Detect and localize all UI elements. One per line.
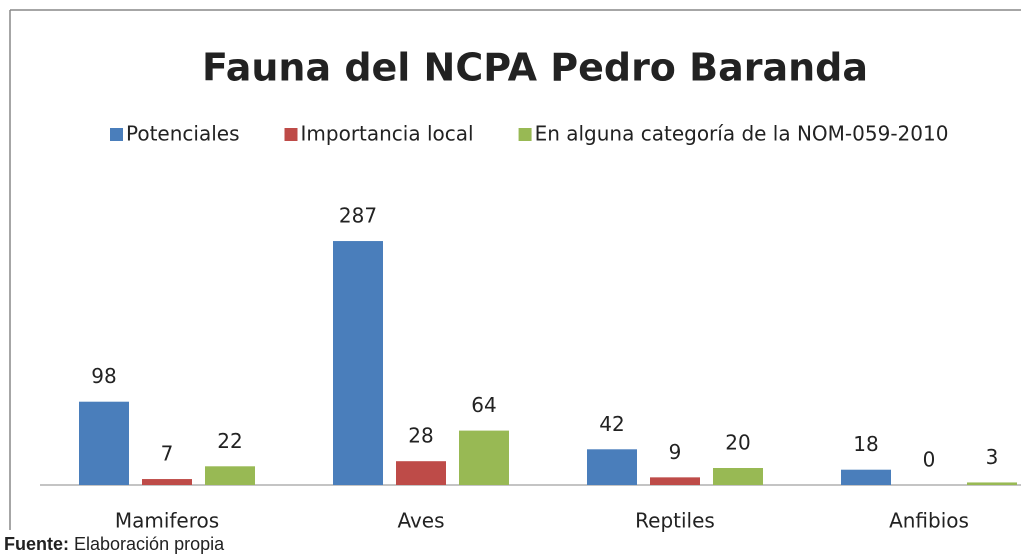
legend-swatch bbox=[518, 128, 532, 141]
bar bbox=[459, 430, 509, 485]
data-label: 18 bbox=[853, 432, 878, 456]
bar bbox=[650, 477, 700, 485]
chart-title: Fauna del NCPA Pedro Baranda bbox=[202, 46, 868, 90]
legend: Potenciales Importancia local En alguna ca… bbox=[110, 122, 948, 146]
bar bbox=[142, 479, 192, 485]
bar bbox=[587, 449, 637, 485]
data-label: 42 bbox=[599, 412, 624, 436]
source-text: Elaboración propia bbox=[74, 534, 225, 554]
legend-label: En alguna categoría de la NOM-059-2010 bbox=[535, 122, 949, 146]
data-label: 9 bbox=[669, 440, 682, 464]
legend-label: Importancia local bbox=[301, 122, 474, 146]
data-label: 287 bbox=[339, 204, 377, 228]
legend-swatch bbox=[284, 128, 298, 141]
bar bbox=[967, 482, 1017, 485]
bar bbox=[79, 401, 129, 485]
data-label: 98 bbox=[91, 364, 116, 388]
x-tick-label: Mamiferos bbox=[115, 509, 219, 533]
source-label: Fuente: bbox=[4, 534, 69, 554]
data-label: 20 bbox=[725, 431, 750, 455]
bar bbox=[841, 469, 891, 485]
legend-swatch bbox=[110, 128, 123, 141]
x-tick-label: Anfibios bbox=[889, 509, 969, 533]
bar bbox=[713, 468, 763, 485]
bar bbox=[205, 466, 255, 485]
data-label: 7 bbox=[161, 442, 174, 466]
data-label: 22 bbox=[217, 429, 242, 453]
data-label: 64 bbox=[471, 393, 496, 417]
bar bbox=[333, 241, 383, 485]
data-label: 28 bbox=[408, 424, 433, 448]
source: Fuente: Elaboración propia bbox=[4, 534, 225, 554]
x-tick-label: Reptiles bbox=[635, 509, 715, 533]
x-tick-label: Aves bbox=[397, 509, 444, 533]
data-label: 0 bbox=[923, 448, 936, 472]
bar bbox=[396, 461, 446, 485]
legend-label: Potenciales bbox=[126, 122, 240, 146]
data-label: 3 bbox=[986, 445, 999, 469]
